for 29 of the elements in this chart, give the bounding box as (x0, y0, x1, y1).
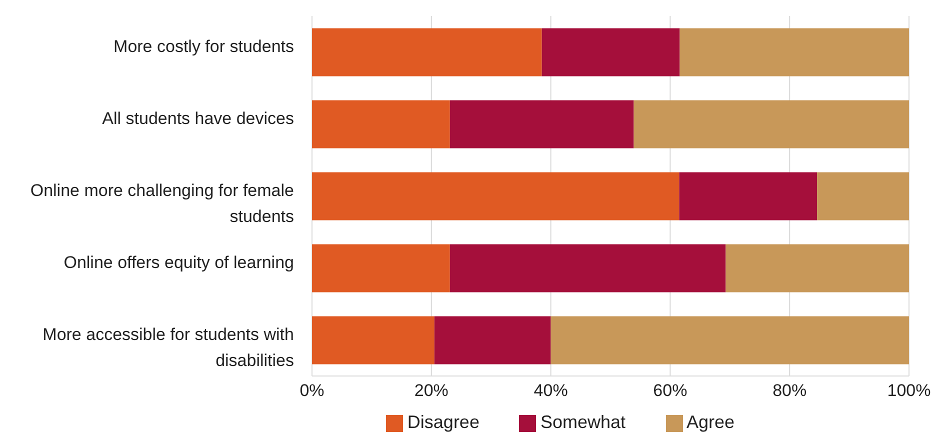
x-tick-label: 40% (534, 381, 568, 400)
y-tick-label: Online offers equity of learning (64, 253, 294, 272)
bar (312, 28, 542, 76)
bar (680, 28, 909, 76)
y-tick-label: Online more challenging for female students (30, 181, 294, 226)
bar (450, 100, 634, 148)
legend-label: Disagree (407, 412, 480, 432)
bar (312, 316, 434, 364)
y-tick-label: All students have devices (102, 109, 294, 128)
bar (312, 172, 680, 220)
x-tick-label: 0% (300, 381, 324, 400)
bar (634, 100, 909, 148)
bar (450, 244, 726, 292)
bar (817, 172, 909, 220)
bar (312, 244, 450, 292)
y-tick-label: More costly for students (114, 37, 294, 56)
x-tick-label: 20% (414, 381, 448, 400)
bar (726, 244, 909, 292)
x-tick-label: 80% (772, 381, 807, 400)
legend-label: Agree (686, 412, 735, 432)
x-tick-label: 100% (887, 381, 931, 400)
bar (542, 28, 680, 76)
legend-label: Somewhat (540, 412, 626, 432)
bar (679, 172, 818, 220)
bar (434, 316, 551, 364)
x-tick-label: 60% (653, 381, 688, 400)
bar (550, 316, 909, 364)
y-tick-label: More accessible for students with disabilities (42, 325, 294, 370)
bar (312, 100, 450, 148)
